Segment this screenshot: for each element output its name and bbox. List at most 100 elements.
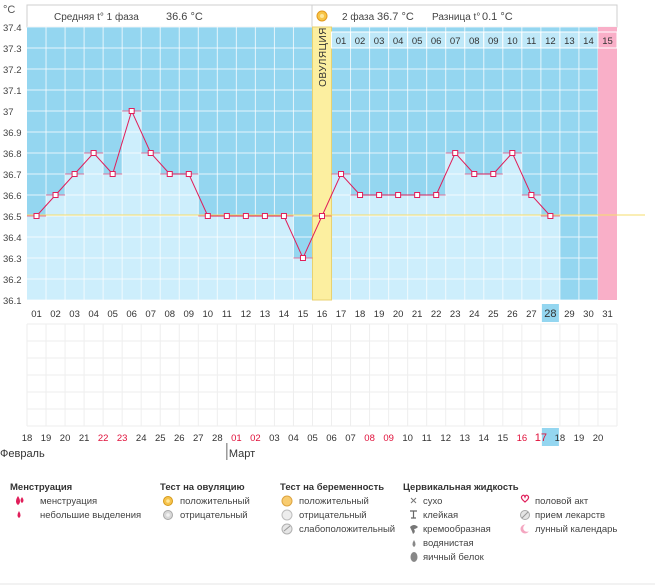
- cycle-day-label: 11: [222, 309, 232, 320]
- cycle-day-label: 27: [526, 309, 537, 320]
- calendar-date: 13: [459, 433, 470, 444]
- y-tick-label: 36.6: [3, 191, 22, 202]
- y-tick-label: 37.4: [3, 23, 22, 34]
- legend-title: Менструация: [10, 482, 72, 493]
- phase2-day-number: 11: [526, 36, 536, 47]
- cycle-day-label: 25: [488, 309, 499, 320]
- legend-item-label: половой акт: [535, 496, 589, 507]
- phase2-day-number: 08: [469, 36, 480, 47]
- calendar-date: 14: [479, 433, 490, 444]
- y-tick-label: 36.1: [3, 296, 22, 307]
- temperature-point: [547, 213, 554, 219]
- pill-icon-line: [521, 511, 529, 519]
- cycle-day-label: 26: [507, 309, 518, 320]
- legend-item-label: менструация: [40, 496, 97, 507]
- phase1-value: 36.6 °C: [166, 11, 203, 23]
- temperature-bar: [426, 195, 446, 300]
- creamy-icon: [410, 525, 418, 534]
- phase2-day-number: 01: [336, 36, 347, 47]
- temperature-bar: [445, 153, 465, 300]
- temperature-point: [509, 150, 516, 156]
- period-column: [597, 27, 617, 300]
- cycle-day-label: 13: [260, 309, 271, 320]
- temperature-point: [71, 171, 78, 177]
- calendar-date: 27: [193, 433, 204, 444]
- cycle-day-label: 05: [107, 309, 118, 320]
- spotting-drop-icon: [17, 511, 21, 518]
- temperature-bar: [350, 195, 370, 300]
- calendar-date: 17: [535, 432, 547, 444]
- temperature-bar: [521, 195, 541, 300]
- pregnancy-positive-icon: [281, 495, 293, 507]
- y-tick-label: 36.7: [3, 170, 22, 181]
- calendar-date: 08: [364, 433, 375, 444]
- phase2-day-number: 06: [431, 36, 442, 47]
- temperature-point: [166, 171, 173, 177]
- y-tick-label: 37.3: [3, 44, 22, 55]
- temperature-point: [204, 213, 211, 219]
- y-tick-label: 36.8: [3, 149, 22, 160]
- legend-item-label: положительный: [299, 496, 369, 507]
- temperature-point: [414, 192, 421, 198]
- cycle-day-label: 07: [145, 309, 156, 320]
- legend-title: Цервикальная жидкость: [403, 482, 519, 493]
- temperature-bar: [141, 153, 161, 300]
- phase1-label: Средняя t° 1 фаза: [54, 11, 139, 23]
- menstruation-drop-icon: [20, 497, 24, 503]
- temperature-point: [52, 192, 59, 198]
- calendar-date: 28: [212, 433, 223, 444]
- temperature-bar: [46, 195, 66, 300]
- sticky-icon: [410, 510, 417, 519]
- legend-item-label: прием лекарств: [535, 510, 605, 521]
- temperature-point: [128, 108, 135, 114]
- y-tick-label: 37.2: [3, 65, 22, 76]
- temperature-point: [261, 213, 268, 219]
- phase2-value: 36.7 °C: [377, 11, 414, 23]
- watery-icon: [412, 540, 416, 547]
- phase2-day-number: 04: [393, 36, 404, 47]
- y-tick-label: 37: [3, 107, 14, 118]
- phase2-day-number: 05: [412, 36, 423, 47]
- y-tick-label: 36.3: [3, 254, 22, 265]
- calendar-date: 03: [269, 433, 280, 444]
- legend-item-label: отрицательный: [299, 510, 367, 521]
- y-tick-label: 36.2: [3, 275, 22, 286]
- moon-icon-cut: [523, 524, 531, 532]
- cycle-day-label: 16: [317, 309, 328, 320]
- cycle-day-label: 21: [412, 309, 423, 320]
- calendar-date: 06: [326, 433, 337, 444]
- cycle-day-label: 03: [69, 309, 80, 320]
- cycle-day-label: 28: [544, 308, 556, 320]
- temperature-bar: [407, 195, 427, 300]
- legend-item-label: яичный белок: [423, 552, 485, 563]
- calendar-date: 04: [288, 433, 299, 444]
- cycle-day-label: 02: [50, 309, 61, 320]
- calendar-date: 24: [136, 433, 147, 444]
- calendar-date: 16: [517, 433, 528, 444]
- phase2-day-number: 07: [450, 36, 461, 47]
- cycle-day-label: 19: [374, 309, 385, 320]
- temperature-point: [433, 192, 440, 198]
- legend-item-label: отрицательный: [180, 510, 248, 521]
- calendar-date: 19: [574, 433, 585, 444]
- calendar-date: 26: [174, 433, 185, 444]
- legend-item-label: слабоположительный: [299, 524, 395, 535]
- cycle-day-label: 24: [469, 309, 480, 320]
- calendar-date: 07: [345, 433, 356, 444]
- temperature-point: [471, 171, 478, 177]
- legend-item-label: лунный календарь: [535, 524, 617, 535]
- calendar-date: 18: [555, 433, 566, 444]
- temperature-bar: [388, 195, 408, 300]
- cycle-day-label: 20: [393, 309, 404, 320]
- cycle-day-label: 18: [355, 309, 366, 320]
- phase2-day-number: 10: [507, 36, 518, 47]
- heart-icon: [520, 494, 530, 503]
- cycle-day-label: 04: [88, 309, 99, 320]
- cycle-day-label: 15: [298, 309, 309, 320]
- temperature-point: [223, 213, 230, 219]
- month-label: Март: [229, 448, 255, 460]
- phase2-day-number: 15: [602, 36, 613, 47]
- calendar-date: 20: [593, 433, 604, 444]
- sun-icon: [316, 10, 328, 22]
